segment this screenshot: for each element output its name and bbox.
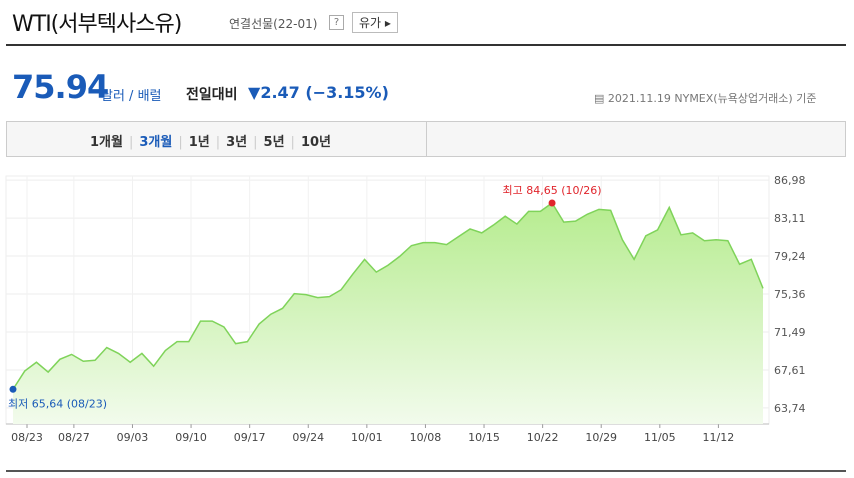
area [13,202,763,424]
line [12,201,764,390]
tab-separator: | [178,135,183,150]
y-tick-label: 83,11 [774,212,806,225]
x-tick-label: 09/03 [117,431,149,444]
compare-label: 전일대비 [186,87,238,103]
date: ▤ 2021.11.19 NYMEX(뉴욕상업거래소) 기준 [594,92,817,105]
tab[interactable]: 5년 [263,135,285,150]
tab[interactable]: 1개월 [90,135,123,150]
x-tick-label: 10/15 [468,431,500,444]
x-tick-label: 11/12 [703,431,735,444]
tab[interactable]: 3년 [226,135,248,150]
y-tick-label: 75,36 [774,288,806,301]
x-tick-label: 10/01 [351,431,383,444]
y-tick-label: 63,74 [774,402,806,415]
date-text: 2021.11.19 NYMEX(뉴욕상업거래소) 기준 [607,92,817,105]
chart: 63,74 67,61 71,49 75,36 79,24 83,11 86,98 08/23… [5,174,806,444]
x-tick-label: 08/27 [58,431,90,444]
x-tick-label: 09/24 [292,431,324,444]
x-tick-label: 10/08 [410,431,442,444]
low-point [9,385,17,393]
subtitle: 연결선물(22-01) [229,17,318,31]
price: 75.94 [12,68,109,106]
tab[interactable]: 10년 [300,135,331,150]
divider [426,121,427,157]
change: ▼2.47 (−3.15%) [248,83,389,102]
help-icon[interactable]: ? [329,15,344,30]
high-point [548,199,556,207]
button-label[interactable]: 유가 [359,16,382,30]
change-value: 2.47 (−3.15%) [260,83,389,102]
tab-list: 1개월 | 3개월 | 1년 | 3년 | 5년 | 10년 [90,131,331,150]
y-tick-label: 67,61 [774,364,806,377]
tab-separator: | [128,135,134,150]
y-tick-label: 71,49 [774,326,806,339]
divider [6,470,846,472]
tab-separator: | [215,135,221,150]
x-tick-label: 11/05 [644,431,676,444]
tab-separator: | [290,135,295,150]
high-label: 최고 84,65 (10/26) [503,184,602,197]
tab[interactable]: 1년 [188,135,210,150]
tab-separator: | [253,135,258,150]
x-tick-label: 08/23 [11,431,43,444]
y-tick-label: 86,98 [774,174,806,187]
x-tick-label: 10/22 [527,431,559,444]
title: WTI(서부텍사스유) [12,12,182,37]
unit: 달러 / 배럴 [101,89,162,104]
tab[interactable]: 3개월 [139,135,173,150]
x-tick-label: 09/17 [234,431,266,444]
x-tick-label: 10/29 [585,431,617,444]
category-button[interactable]: 유가 ▸ [352,12,398,33]
low-label: 최저 65,64 (08/23) [8,397,107,410]
x-tick-label: 09/10 [175,431,207,444]
divider [6,44,846,46]
y-tick-label: 79,24 [774,250,806,263]
